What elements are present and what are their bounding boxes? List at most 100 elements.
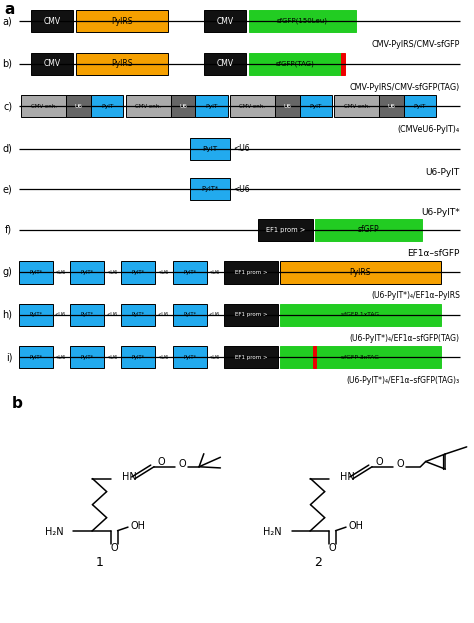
Text: CMV: CMV: [217, 59, 234, 69]
FancyBboxPatch shape: [70, 303, 104, 326]
Text: a): a): [2, 16, 12, 26]
Text: (U6-PyIT*)₄/EF1α–sfGFP(TAG)₃: (U6-PyIT*)₄/EF1α–sfGFP(TAG)₃: [346, 376, 460, 385]
Text: H₂N: H₂N: [264, 527, 282, 537]
Text: <U6: <U6: [209, 312, 220, 317]
FancyBboxPatch shape: [404, 95, 436, 117]
Text: <U6: <U6: [234, 185, 250, 194]
Text: h): h): [2, 310, 12, 320]
Text: b): b): [2, 59, 12, 69]
Text: PyIT*: PyIT*: [201, 186, 219, 193]
FancyBboxPatch shape: [275, 95, 300, 117]
Text: PyIT*: PyIT*: [29, 312, 43, 317]
Text: PyIT*: PyIT*: [132, 270, 145, 275]
FancyBboxPatch shape: [173, 261, 207, 283]
Text: d): d): [2, 144, 12, 154]
Text: <U6: <U6: [157, 312, 169, 317]
Text: CMV enh.: CMV enh.: [135, 103, 161, 109]
Text: PyIRS: PyIRS: [111, 17, 133, 26]
FancyBboxPatch shape: [190, 138, 230, 160]
Text: PyIT*: PyIT*: [132, 354, 145, 360]
Text: (U6-PyIT*)₄/EF1α–sfGFP(TAG): (U6-PyIT*)₄/EF1α–sfGFP(TAG): [350, 334, 460, 343]
FancyBboxPatch shape: [173, 346, 207, 368]
Text: O: O: [179, 459, 186, 469]
Text: U6: U6: [179, 103, 187, 109]
Text: i): i): [6, 352, 12, 363]
Text: <U6: <U6: [234, 144, 250, 153]
FancyBboxPatch shape: [19, 261, 53, 283]
Text: c): c): [3, 101, 12, 112]
FancyBboxPatch shape: [280, 261, 441, 283]
Text: PyIT*: PyIT*: [81, 354, 94, 360]
FancyBboxPatch shape: [204, 10, 246, 32]
Text: CMV: CMV: [217, 17, 234, 26]
Text: O: O: [157, 457, 165, 467]
FancyBboxPatch shape: [76, 52, 168, 75]
Text: f): f): [5, 225, 12, 235]
FancyBboxPatch shape: [76, 10, 168, 32]
Text: e): e): [2, 184, 12, 194]
FancyBboxPatch shape: [224, 261, 278, 283]
Text: b: b: [12, 396, 23, 411]
FancyBboxPatch shape: [300, 95, 332, 117]
FancyBboxPatch shape: [204, 52, 246, 75]
Text: PyIT*: PyIT*: [183, 312, 196, 317]
Text: O: O: [110, 543, 118, 553]
FancyBboxPatch shape: [21, 95, 66, 117]
Text: sfGFP(TAG): sfGFP(TAG): [275, 60, 315, 67]
Text: EF1 prom >: EF1 prom >: [235, 354, 267, 360]
Text: PyIT*: PyIT*: [29, 270, 43, 275]
FancyBboxPatch shape: [91, 95, 123, 117]
FancyBboxPatch shape: [313, 346, 316, 368]
Text: OH: OH: [130, 521, 146, 531]
Text: <U6: <U6: [157, 354, 169, 360]
Text: O: O: [328, 543, 336, 553]
FancyBboxPatch shape: [249, 52, 341, 75]
Text: PyIRS: PyIRS: [111, 59, 133, 69]
FancyBboxPatch shape: [70, 346, 104, 368]
FancyBboxPatch shape: [66, 95, 91, 117]
Text: <U6: <U6: [55, 312, 66, 317]
Text: EF1 prom >: EF1 prom >: [235, 270, 267, 275]
FancyBboxPatch shape: [19, 346, 53, 368]
Text: 1: 1: [96, 556, 103, 569]
Text: <U6: <U6: [106, 270, 118, 275]
Text: OH: OH: [348, 521, 364, 531]
Text: a: a: [5, 2, 15, 17]
Text: sfGFP(150Leu): sfGFP(150Leu): [277, 18, 328, 24]
Text: <U6: <U6: [55, 354, 66, 360]
Text: <U6: <U6: [106, 354, 118, 360]
FancyBboxPatch shape: [280, 303, 441, 326]
FancyBboxPatch shape: [315, 219, 422, 241]
FancyBboxPatch shape: [121, 261, 155, 283]
Text: U6: U6: [283, 103, 291, 109]
Text: PyIT: PyIT: [205, 103, 218, 109]
FancyBboxPatch shape: [70, 261, 104, 283]
Text: CMV enh.: CMV enh.: [31, 103, 57, 109]
Text: <U6: <U6: [55, 270, 66, 275]
Text: U6: U6: [388, 103, 395, 109]
Text: EF1 prom >: EF1 prom >: [266, 227, 305, 233]
FancyBboxPatch shape: [19, 303, 53, 326]
Text: PyIRS: PyIRS: [349, 268, 371, 277]
Text: CMV enh.: CMV enh.: [239, 103, 265, 109]
FancyBboxPatch shape: [126, 95, 171, 117]
Text: PyIT*: PyIT*: [81, 270, 94, 275]
Text: U6-PyIT*: U6-PyIT*: [421, 208, 460, 217]
Text: H₂N: H₂N: [46, 527, 64, 537]
Text: PyIT*: PyIT*: [183, 270, 196, 275]
Text: EF1α–sfGFP: EF1α–sfGFP: [408, 249, 460, 258]
FancyBboxPatch shape: [341, 52, 345, 75]
FancyBboxPatch shape: [31, 10, 73, 32]
FancyBboxPatch shape: [224, 303, 278, 326]
Text: PyIT: PyIT: [101, 103, 113, 109]
Text: <U6: <U6: [209, 354, 220, 360]
Text: (CMVeU6-PyIT)₄: (CMVeU6-PyIT)₄: [398, 125, 460, 134]
Text: PyIT*: PyIT*: [132, 312, 145, 317]
Text: CMV-PyIRS/CMV-sfGFP: CMV-PyIRS/CMV-sfGFP: [372, 40, 460, 49]
FancyBboxPatch shape: [195, 95, 228, 117]
Text: PyIT*: PyIT*: [29, 354, 43, 360]
Text: PyIT*: PyIT*: [183, 354, 196, 360]
FancyBboxPatch shape: [171, 95, 195, 117]
Text: <U6: <U6: [157, 270, 169, 275]
FancyBboxPatch shape: [224, 346, 278, 368]
